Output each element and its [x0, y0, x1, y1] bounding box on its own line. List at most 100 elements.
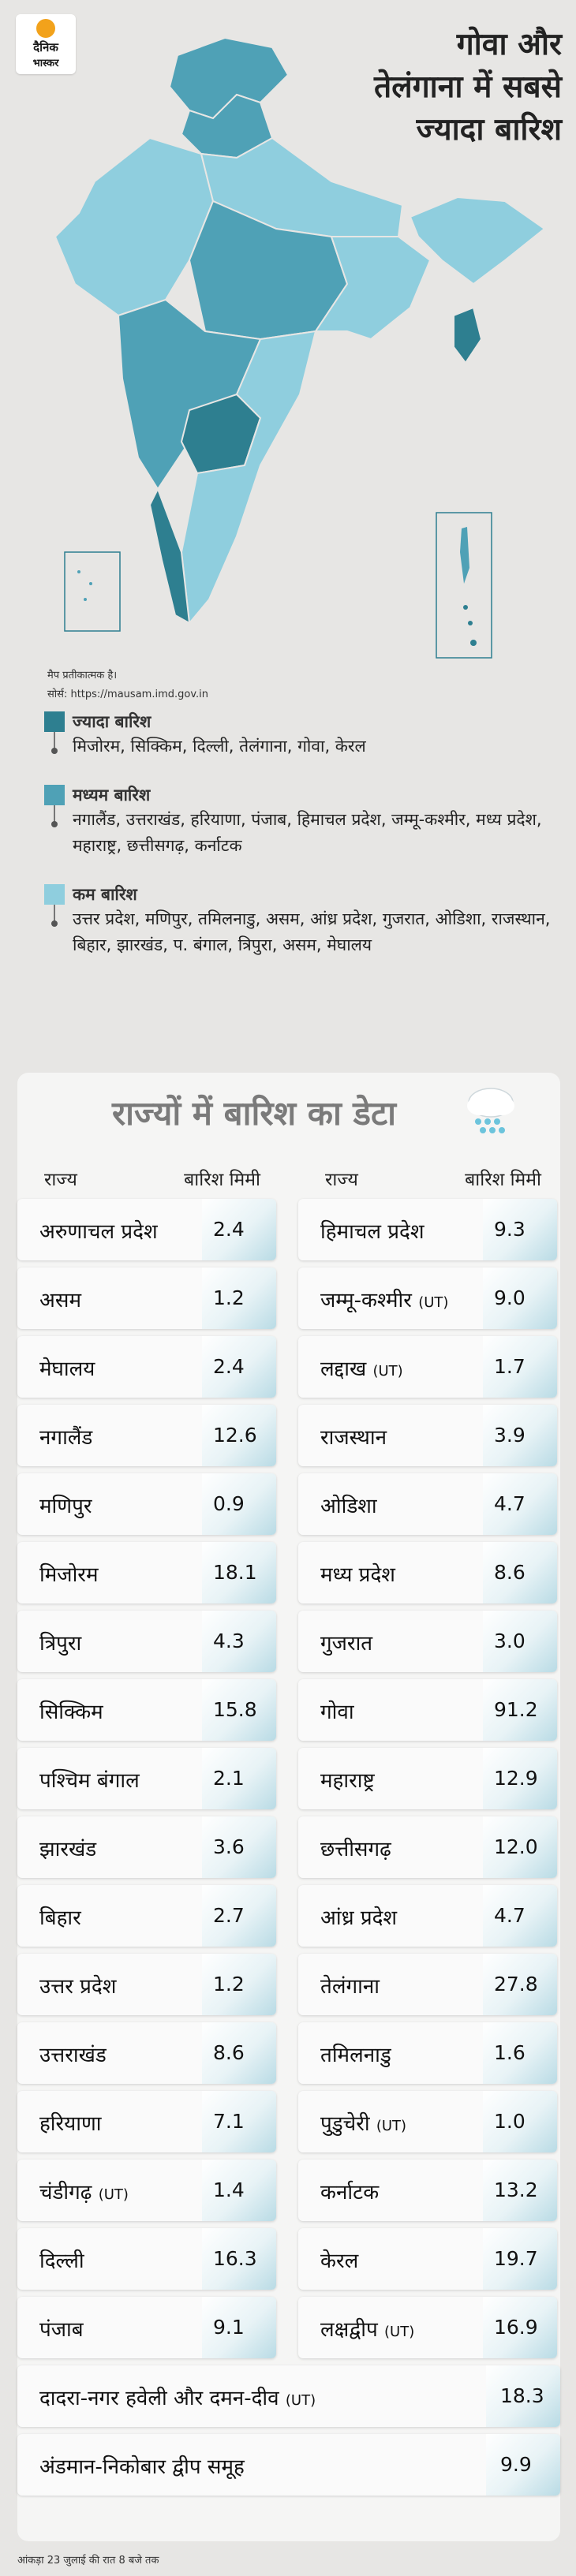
state-label: उत्तर प्रदेश — [39, 1975, 117, 1999]
rainfall-value: 13.2 — [494, 2178, 538, 2201]
state-name: मेघालय — [39, 1353, 95, 1382]
legend-item-low: कम बारिश उत्तर प्रदेश, मणिपुर, तमिलनाडु,… — [44, 883, 557, 958]
map-region-east — [314, 236, 432, 341]
state-name: अरुणाचल प्रदेश — [39, 1216, 158, 1245]
rainfall-value: 2.7 — [213, 1904, 245, 1927]
legend-item-high: ज्यादा बारिश मिजोरम, सिक्किम, दिल्ली, ते… — [44, 710, 557, 760]
state-label: अरुणाचल प्रदेश — [39, 1220, 158, 1244]
state-label: गोवा — [320, 1701, 354, 1724]
state-label: मणिपुर — [39, 1495, 92, 1518]
rainfall-value: 18.1 — [213, 1561, 257, 1584]
state-name: राजस्थान — [320, 1422, 387, 1450]
rainfall-value: 9.1 — [213, 2316, 245, 2339]
rainfall-value: 1.4 — [213, 2178, 245, 2201]
table-row: नगालैंड 12.6 — [17, 1405, 276, 1466]
rainfall-value: 2.4 — [213, 1355, 245, 1378]
rainfall-value: 1.7 — [494, 1355, 526, 1378]
state-label: कर्नाटक — [320, 2181, 380, 2205]
map-region-kerala — [148, 487, 191, 625]
rainfall-value-cell: 8.6 — [483, 1542, 557, 1603]
state-name: महाराष्ट्र — [320, 1765, 375, 1794]
state-label: महाराष्ट्र — [320, 1769, 375, 1793]
table-title: राज्यों में बारिश का डेटा — [111, 1094, 397, 1133]
rainfall-value: 0.9 — [213, 1492, 245, 1515]
map-region-northeast — [409, 196, 546, 286]
rainfall-value: 3.9 — [494, 1424, 526, 1447]
rainfall-value-cell: 19.7 — [483, 2228, 557, 2290]
state-name: पुडुचेरी (UT) — [320, 2108, 406, 2137]
footnote: आंकड़ा 23 जुलाई की रात 8 बजे तक — [17, 2555, 159, 2567]
rainfall-value-cell: 16.9 — [483, 2297, 557, 2358]
table-row: कर्नाटक 13.2 — [298, 2160, 557, 2221]
state-name: जम्मू-कश्मीर (UT) — [320, 1285, 448, 1313]
rainfall-value-cell: 9.0 — [483, 1267, 557, 1329]
headline: गोवा और तेलंगाना में सबसे ज्यादा बारिश — [374, 27, 562, 147]
state-name: गुजरात — [320, 1628, 372, 1656]
rainfall-value: 16.9 — [494, 2316, 538, 2339]
state-name: मणिपुर — [39, 1491, 92, 1519]
table-header-left: राज्य बारिश मिमी — [44, 1170, 260, 1190]
rainfall-value-cell: 16.3 — [202, 2228, 276, 2290]
state-label: छत्तीसगढ़ — [320, 1838, 391, 1861]
rainfall-value-cell: 27.8 — [483, 1954, 557, 2015]
table-row: सिक्किम 15.8 — [17, 1679, 276, 1741]
state-label: पंजाब — [39, 2318, 84, 2342]
map-inset-andaman — [436, 512, 492, 659]
state-label: पश्चिम बंगाल — [39, 1769, 140, 1793]
state-label: राजस्थान — [320, 1426, 387, 1450]
rainfall-value: 3.6 — [213, 1835, 245, 1858]
legend-swatch-low — [44, 884, 65, 927]
rainfall-value: 9.3 — [494, 1218, 526, 1241]
state-label: मध्य प्रदेश — [320, 1563, 395, 1587]
table-column-left: राज्य बारिश मिमी अरुणाचल प्रदेश 2.4 असम 1.2… — [17, 1155, 276, 2365]
state-label: लक्षद्वीप — [320, 2318, 378, 2342]
state-name: लक्षद्वीप (UT) — [320, 2314, 414, 2343]
state-name: कर्नाटक — [320, 2177, 379, 2205]
ut-tag: (UT) — [285, 2392, 316, 2409]
table-row: उत्तर प्रदेश 1.2 — [17, 1954, 276, 2015]
state-label: मिजोरम — [39, 1563, 99, 1587]
rainfall-value-cell: 4.7 — [483, 1473, 557, 1535]
logo-sun-icon — [36, 19, 55, 38]
state-label: झारखंड — [39, 1838, 97, 1861]
rainfall-value-cell: 2.4 — [202, 1336, 276, 1398]
state-label: जम्मू-कश्मीर — [320, 1289, 412, 1312]
rainfall-value-cell: 8.6 — [202, 2022, 276, 2084]
rainfall-value-cell: 7.1 — [202, 2091, 276, 2152]
table-row: चंडीगढ़ (UT) 1.4 — [17, 2160, 276, 2221]
state-name: हिमाचल प्रदेश — [320, 1216, 425, 1245]
map-source: सोर्स: https://mausam.imd.gov.in — [47, 689, 208, 700]
ut-tag: (UT) — [418, 1294, 449, 1311]
state-name: आंध्र प्रदेश — [320, 1902, 397, 1931]
rainfall-value: 9.0 — [494, 1286, 526, 1309]
state-label: हरियाणा — [39, 2112, 102, 2136]
state-name: असम — [39, 1285, 81, 1313]
table-row: झारखंड 3.6 — [17, 1816, 276, 1878]
state-label: बिहार — [39, 1906, 81, 1930]
rainfall-value-cell: 1.0 — [483, 2091, 557, 2152]
rainfall-value-cell: 4.7 — [483, 1885, 557, 1947]
ut-tag: (UT) — [98, 2186, 129, 2203]
rainfall-table: राज्यों में बारिश का डेटा राज्य बारिश मि… — [17, 1073, 560, 2541]
table-row: राजस्थान 3.9 — [298, 1405, 557, 1466]
state-name: बिहार — [39, 1902, 81, 1931]
table-row: तेलंगाना 27.8 — [298, 1954, 557, 2015]
table-row: गोवा 91.2 — [298, 1679, 557, 1741]
rainfall-value: 15.8 — [213, 1698, 257, 1721]
rainfall-value: 4.7 — [494, 1492, 526, 1515]
state-name: उत्तराखंड — [39, 2040, 107, 2068]
table-row: तमिलनाडु 1.6 — [298, 2022, 557, 2084]
state-name: अंडमान-निकोबार द्वीप समूह — [39, 2451, 245, 2480]
table-row: हिमाचल प्रदेश 9.3 — [298, 1199, 557, 1260]
state-label: दिल्ली — [39, 2249, 84, 2273]
table-row: आंध्र प्रदेश 4.7 — [298, 1885, 557, 1947]
state-label: चंडीगढ़ — [39, 2181, 92, 2205]
state-label: नगालैंड — [39, 1426, 93, 1450]
state-name: सिक्किम — [39, 1697, 103, 1725]
rainfall-value-cell: 18.3 — [486, 2365, 560, 2427]
table-row: ओडिशा 4.7 — [298, 1473, 557, 1535]
rainfall-value: 8.6 — [213, 2041, 245, 2064]
rainfall-value: 27.8 — [494, 1973, 538, 1995]
india-rainfall-map — [54, 36, 546, 659]
state-label: असम — [39, 1289, 81, 1312]
